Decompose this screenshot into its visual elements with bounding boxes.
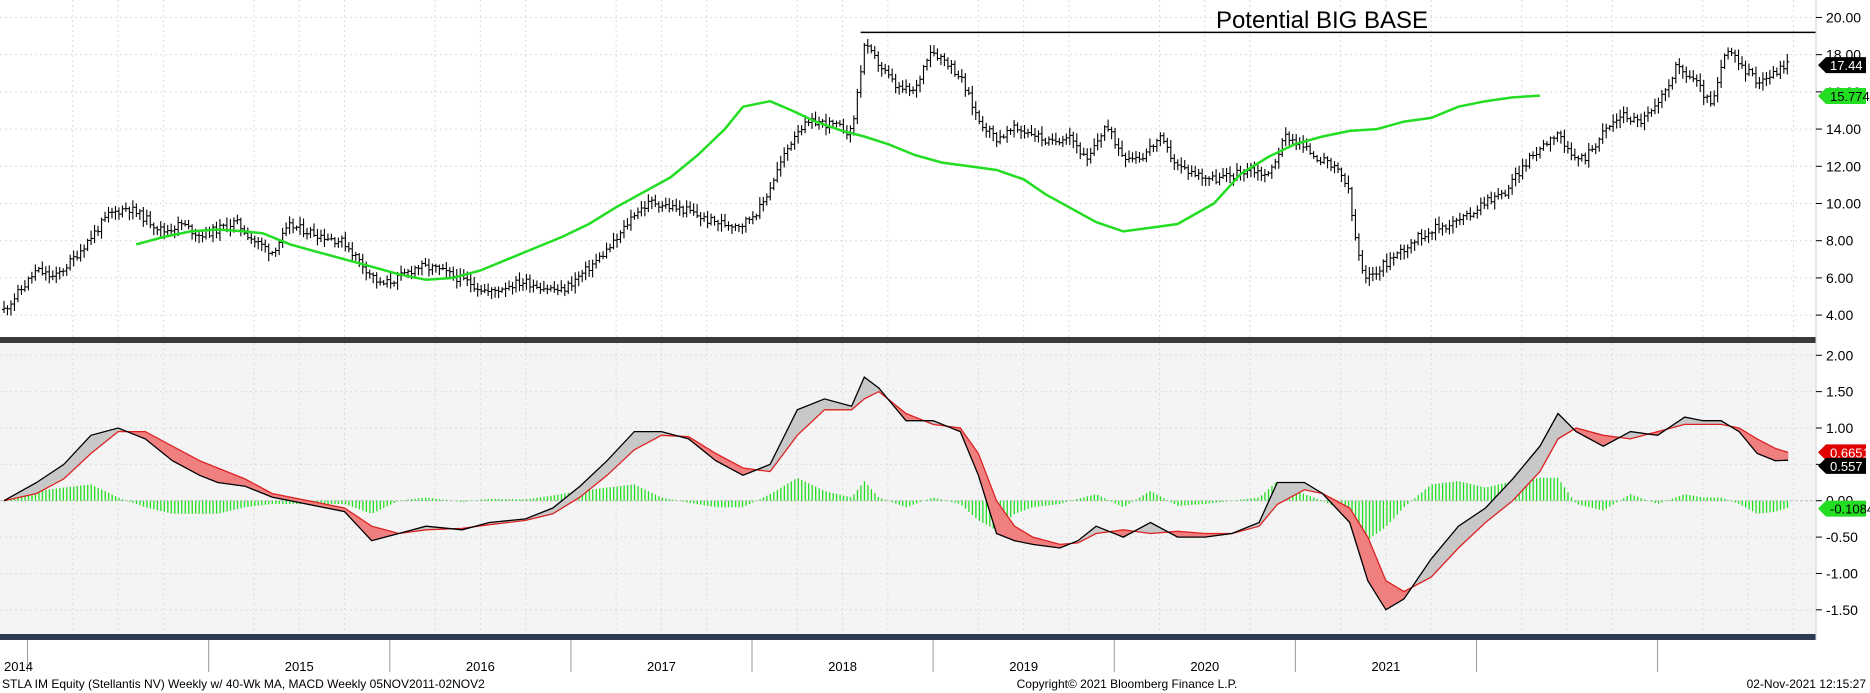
signal-value-badge-bg <box>1818 444 1866 461</box>
x-axis-bg <box>0 640 1870 678</box>
last-price-badge-label: 17.44 <box>1830 58 1863 73</box>
copyright-text: Copyright© 2021 Bloomberg Finance L.P. <box>1017 677 1238 691</box>
timestamp: 02-Nov-2021 12:15:27 <box>1747 677 1867 691</box>
price-tick-label: 8.00 <box>1826 233 1853 249</box>
year-label: 2015 <box>285 659 314 674</box>
ma40-line <box>135 94 1540 282</box>
price-tick-label: 14.00 <box>1826 121 1861 137</box>
signal-value-badge-label: 0.6651 <box>1830 445 1870 460</box>
macd-tick-label: -1.50 <box>1826 602 1858 618</box>
price-tick-label: 6.00 <box>1826 270 1853 286</box>
price-tick-label: 20.00 <box>1826 9 1861 25</box>
macd-tick-label: 2.00 <box>1826 347 1853 363</box>
price-grid <box>0 0 1816 337</box>
price-tick-label: 12.00 <box>1826 158 1861 174</box>
macd-tick-label: -0.50 <box>1826 529 1858 545</box>
year-label: 2019 <box>1009 659 1038 674</box>
year-label: 2016 <box>466 659 495 674</box>
year-label: 2020 <box>1190 659 1219 674</box>
last-price-badge-bg <box>1818 57 1866 74</box>
x-axis: 2014 2015 2016 2017 2018 2019 2020 2021 <box>0 640 1870 678</box>
macd-tick-label: 1.50 <box>1826 384 1853 400</box>
ma-value-badge-label: 15.7749 <box>1830 89 1870 104</box>
macd-fill-segment <box>1787 451 1789 461</box>
macd-line <box>3 376 1789 611</box>
panel-divider-bottom[interactable] <box>0 634 1816 640</box>
macd-value-badge-label: 0.557 <box>1830 459 1863 474</box>
ma-value-badge-bg <box>1818 88 1866 105</box>
chart-annotation: Potential BIG BASE <box>1216 7 1428 34</box>
price-panel <box>2 31 1816 316</box>
macd-value-badge-bg <box>1818 457 1866 474</box>
macd-tick-label: 1.00 <box>1826 420 1853 436</box>
macd-axis: -1.50-1.00-0.500.000.501.001.502.00 <box>1816 347 1858 618</box>
price-axis: 4.006.008.0010.0012.0014.0016.0018.0020.… <box>1816 9 1861 323</box>
year-label: 2018 <box>828 659 857 674</box>
chart-description: STLA IM Equity (Stellantis NV) Weekly w/… <box>2 677 485 691</box>
price-tick-label: 4.00 <box>1826 307 1853 323</box>
macd-tick-label: -1.00 <box>1826 565 1858 581</box>
price-bg <box>0 0 1816 337</box>
hist-value-badge-label: -0.1084 <box>1830 502 1870 517</box>
year-label: 2014 <box>4 659 33 674</box>
year-label: 2021 <box>1371 659 1400 674</box>
price-tick-label: 10.00 <box>1826 195 1861 211</box>
signal-line <box>3 390 1789 593</box>
hist-value-badge-bg <box>1818 500 1866 517</box>
macd-panel <box>3 376 1789 611</box>
year-label: 2017 <box>647 659 676 674</box>
panel-divider[interactable] <box>0 337 1816 343</box>
